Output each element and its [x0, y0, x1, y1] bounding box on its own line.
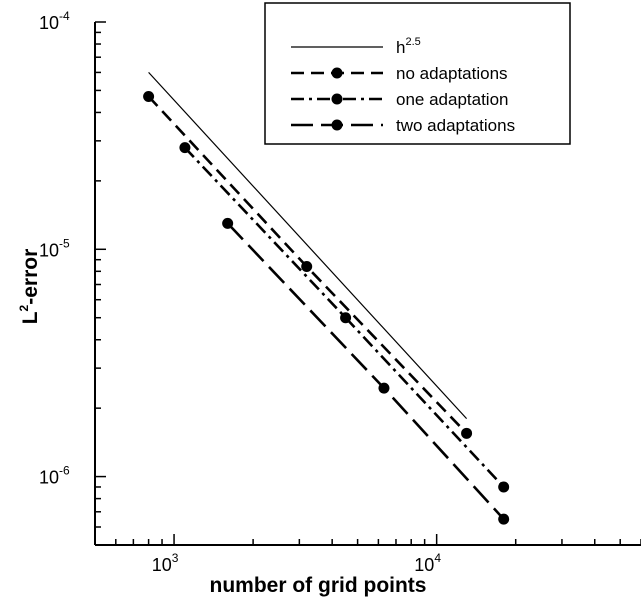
legend-marker-2 — [331, 93, 343, 105]
y-axis-title-rest: -error — [19, 249, 42, 305]
y-axis-title: L2-error — [17, 249, 42, 325]
legend-marker-1 — [331, 67, 343, 79]
legend-marker-3 — [331, 119, 343, 131]
series-marker-2 — [340, 312, 352, 324]
y-tick-label-exponent: -4 — [59, 9, 70, 23]
legend-label-0: h2.5 — [396, 36, 421, 57]
x-tick-label-exponent: 3 — [172, 551, 179, 565]
y-tick-label-exponent: -6 — [59, 464, 70, 478]
x-tick-label-base: 10 — [152, 555, 172, 575]
y-tick-label: 10-6 — [39, 464, 70, 488]
x-tick-label-base: 10 — [414, 555, 434, 575]
series-marker-2 — [179, 142, 191, 154]
x-tick-label: 103 — [152, 551, 179, 575]
series-marker-2 — [498, 481, 510, 493]
legend: h2.5 no adaptations one adaptation two adap… — [264, 2, 571, 145]
y-tick-label: 10-5 — [39, 236, 70, 260]
x-axis-title: number of grid points — [210, 574, 427, 597]
series-marker-3 — [498, 513, 510, 525]
y-tick-label-exponent: -5 — [59, 236, 70, 250]
series-marker-1 — [143, 91, 155, 103]
series-layer — [143, 71, 510, 525]
series-marker-3 — [378, 382, 390, 394]
legend-label-text: one adaptation — [396, 90, 509, 109]
series-marker-3 — [222, 217, 234, 229]
legend-label-text: h — [396, 38, 405, 57]
legend-label-text: no adaptations — [396, 64, 508, 83]
x-tick-label: 104 — [414, 551, 441, 575]
y-axis-title-superscript: 2 — [17, 304, 31, 311]
legend-label-superscript: 2.5 — [405, 36, 420, 48]
legend-label-text: two adaptations — [396, 116, 515, 135]
x-tick-label-exponent: 4 — [434, 551, 441, 565]
y-tick-label-base: 10 — [39, 13, 59, 33]
series-line-0 — [148, 71, 468, 420]
series-marker-1 — [461, 427, 473, 439]
series-marker-1 — [301, 261, 313, 273]
axes — [94, 21, 641, 546]
y-tick-label: 10-4 — [39, 9, 70, 33]
y-axis-title-group: L2-error — [17, 249, 42, 325]
legend-label-3: two adaptations — [396, 116, 515, 135]
y-tick-label-base: 10 — [39, 240, 59, 260]
y-axis-title-base: L — [19, 311, 42, 324]
y-tick-label-base: 10 — [39, 468, 59, 488]
series-line-3 — [226, 222, 505, 520]
legend-label-1: no adaptations — [396, 64, 508, 83]
legend-label-2: one adaptation — [396, 90, 509, 109]
